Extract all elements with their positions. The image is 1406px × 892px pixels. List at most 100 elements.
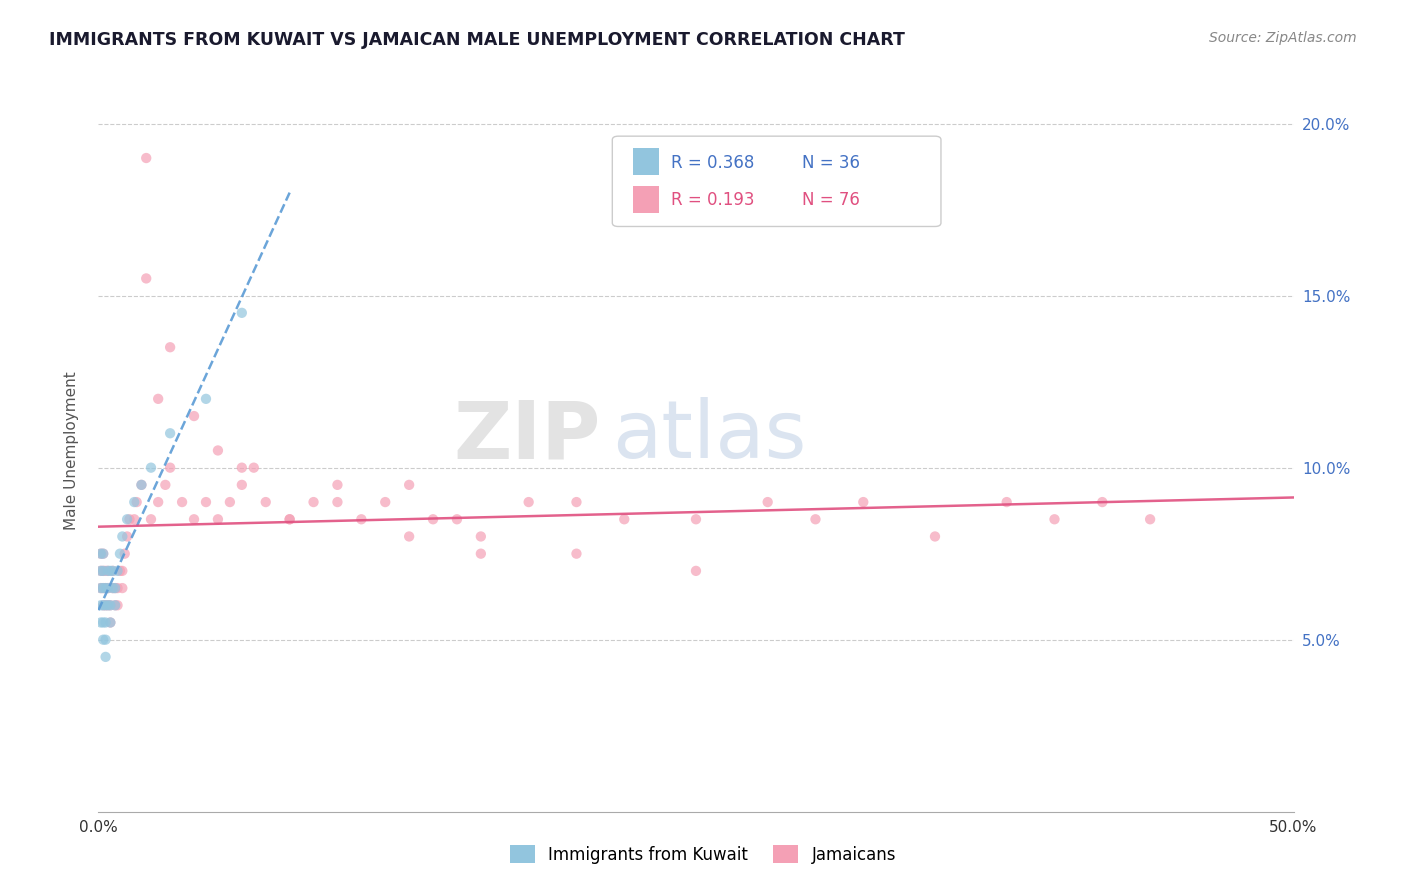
Point bbox=[195, 392, 218, 406]
Point bbox=[139, 460, 162, 475]
Point bbox=[97, 599, 120, 613]
Point bbox=[104, 599, 127, 613]
Point bbox=[148, 495, 170, 509]
Point bbox=[565, 495, 588, 509]
Point bbox=[125, 495, 148, 509]
Point bbox=[470, 547, 492, 561]
Point bbox=[101, 581, 124, 595]
Point bbox=[107, 599, 129, 613]
Point bbox=[94, 581, 117, 595]
Point bbox=[90, 547, 112, 561]
Point bbox=[104, 581, 127, 595]
Point bbox=[91, 599, 114, 613]
Point bbox=[398, 478, 420, 492]
Point bbox=[114, 547, 136, 561]
Point bbox=[1091, 495, 1114, 509]
Point bbox=[131, 478, 153, 492]
FancyBboxPatch shape bbox=[613, 136, 941, 227]
Point bbox=[94, 599, 117, 613]
Point bbox=[94, 632, 117, 647]
Point bbox=[98, 564, 122, 578]
Point bbox=[97, 564, 120, 578]
Point bbox=[91, 547, 114, 561]
Point bbox=[350, 512, 373, 526]
Point bbox=[107, 564, 129, 578]
Point bbox=[90, 547, 112, 561]
Point bbox=[1043, 512, 1066, 526]
Point bbox=[94, 649, 117, 664]
Point bbox=[446, 512, 468, 526]
Text: R = 0.368: R = 0.368 bbox=[671, 154, 754, 172]
Point bbox=[91, 599, 114, 613]
Point bbox=[243, 460, 266, 475]
Point bbox=[231, 460, 253, 475]
Point bbox=[91, 581, 114, 595]
Point bbox=[398, 529, 420, 543]
Point bbox=[219, 495, 242, 509]
Point bbox=[107, 581, 129, 595]
Point bbox=[326, 495, 349, 509]
Point bbox=[97, 564, 120, 578]
Legend: Immigrants from Kuwait, Jamaicans: Immigrants from Kuwait, Jamaicans bbox=[503, 838, 903, 871]
Point bbox=[1139, 512, 1161, 526]
Point bbox=[101, 581, 124, 595]
Point bbox=[135, 271, 157, 285]
Point bbox=[111, 581, 134, 595]
Point bbox=[613, 512, 636, 526]
Text: N = 36: N = 36 bbox=[803, 154, 860, 172]
Point bbox=[207, 443, 229, 458]
Text: R = 0.193: R = 0.193 bbox=[671, 191, 755, 209]
Y-axis label: Male Unemployment: Male Unemployment bbox=[65, 371, 79, 530]
Point bbox=[91, 564, 114, 578]
Point bbox=[756, 495, 779, 509]
Text: N = 76: N = 76 bbox=[803, 191, 860, 209]
Point bbox=[207, 512, 229, 526]
Point bbox=[302, 495, 325, 509]
Point bbox=[90, 564, 112, 578]
Point bbox=[90, 564, 112, 578]
Point bbox=[124, 512, 146, 526]
Point bbox=[159, 426, 181, 441]
Point bbox=[195, 495, 218, 509]
Point bbox=[183, 512, 205, 526]
Point bbox=[104, 599, 127, 613]
Point bbox=[91, 564, 114, 578]
Point bbox=[135, 151, 157, 165]
Point bbox=[91, 547, 114, 561]
Text: IMMIGRANTS FROM KUWAIT VS JAMAICAN MALE UNEMPLOYMENT CORRELATION CHART: IMMIGRANTS FROM KUWAIT VS JAMAICAN MALE … bbox=[49, 31, 905, 49]
Point bbox=[115, 529, 138, 543]
Point bbox=[924, 529, 946, 543]
Point bbox=[278, 512, 301, 526]
Point bbox=[470, 529, 492, 543]
Text: ZIP: ZIP bbox=[453, 397, 600, 475]
Point bbox=[90, 615, 112, 630]
Point bbox=[98, 615, 122, 630]
Point bbox=[97, 581, 120, 595]
Point bbox=[685, 564, 707, 578]
Point bbox=[159, 340, 181, 354]
Point bbox=[98, 599, 122, 613]
Point bbox=[94, 564, 117, 578]
Point bbox=[111, 564, 134, 578]
Point bbox=[118, 512, 141, 526]
Point bbox=[90, 599, 112, 613]
Text: Source: ZipAtlas.com: Source: ZipAtlas.com bbox=[1209, 31, 1357, 45]
Point bbox=[804, 512, 827, 526]
Point bbox=[852, 495, 875, 509]
Point bbox=[148, 392, 170, 406]
Point bbox=[565, 547, 588, 561]
Point bbox=[231, 306, 253, 320]
Point bbox=[159, 460, 181, 475]
Point bbox=[374, 495, 396, 509]
Point bbox=[108, 547, 131, 561]
Point bbox=[155, 478, 177, 492]
Point bbox=[91, 632, 114, 647]
Point bbox=[90, 581, 112, 595]
Point bbox=[97, 599, 120, 613]
Text: atlas: atlas bbox=[613, 397, 807, 475]
Point bbox=[685, 512, 707, 526]
Point bbox=[101, 564, 124, 578]
Point bbox=[104, 581, 127, 595]
Point bbox=[91, 615, 114, 630]
FancyBboxPatch shape bbox=[633, 186, 659, 213]
